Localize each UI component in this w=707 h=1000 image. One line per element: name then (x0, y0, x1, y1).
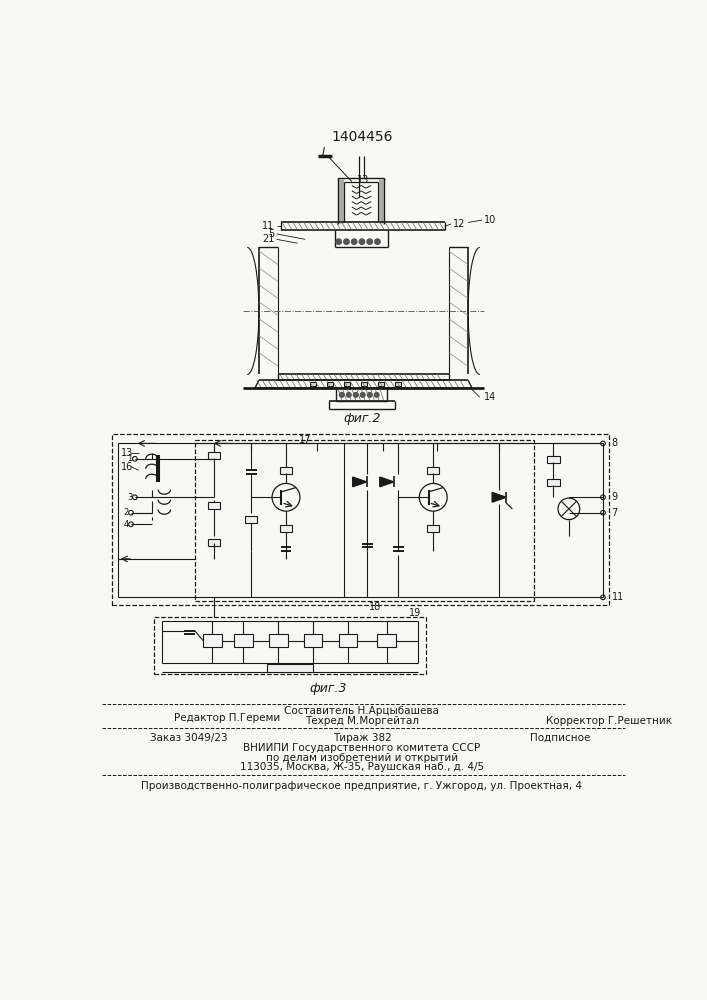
Text: Тираж 382: Тираж 382 (332, 733, 392, 743)
Text: 2: 2 (124, 508, 129, 517)
Text: 11: 11 (612, 592, 624, 602)
Text: 13: 13 (121, 448, 133, 458)
Bar (208, 539, 220, 546)
Polygon shape (492, 492, 506, 502)
Text: фиг.3: фиг.3 (310, 682, 347, 695)
Circle shape (354, 393, 358, 397)
Bar (304, 634, 322, 647)
Circle shape (361, 393, 365, 397)
Circle shape (359, 239, 365, 244)
Text: Редактор П.Гереми: Редактор П.Гереми (174, 713, 280, 723)
Circle shape (374, 393, 379, 397)
Bar (339, 634, 357, 647)
Bar (378, 382, 385, 386)
Text: 1: 1 (127, 454, 132, 463)
Text: 16: 16 (121, 462, 133, 472)
Bar (269, 634, 288, 647)
Polygon shape (353, 477, 367, 487)
Bar (427, 467, 440, 474)
Text: Подписное: Подписное (530, 733, 590, 743)
Text: 11: 11 (262, 221, 274, 231)
Bar (344, 382, 351, 386)
Bar (378, 634, 396, 647)
Bar (310, 382, 316, 386)
Text: 14: 14 (484, 392, 496, 402)
Circle shape (375, 239, 380, 244)
Polygon shape (380, 477, 394, 487)
Bar (245, 516, 257, 523)
Text: 4: 4 (124, 520, 129, 529)
Text: 17: 17 (299, 435, 312, 445)
Text: 19: 19 (409, 608, 421, 618)
Text: 13: 13 (356, 175, 369, 185)
Bar (547, 456, 559, 463)
Text: 10: 10 (484, 215, 496, 225)
Circle shape (344, 239, 349, 244)
Bar (195, 440, 534, 601)
Bar (327, 382, 333, 386)
Text: ВНИИПИ Государственного комитета СССР: ВНИИПИ Государственного комитета СССР (243, 743, 481, 753)
Text: Заказ 3049/23: Заказ 3049/23 (151, 733, 228, 743)
Bar (112, 434, 609, 605)
Text: 21: 21 (262, 234, 274, 244)
Text: фиг.2: фиг.2 (343, 412, 380, 425)
Text: Корректор Г.Решетник: Корректор Г.Решетник (546, 716, 672, 726)
Text: 113035, Москва, Ж-35, Раушская наб., д. 4/5: 113035, Москва, Ж-35, Раушская наб., д. … (240, 762, 484, 772)
Bar (547, 479, 559, 486)
Text: 9: 9 (612, 492, 618, 502)
Circle shape (346, 393, 351, 397)
Circle shape (336, 239, 341, 244)
Bar (267, 664, 313, 672)
Text: Производственно-полиграфическое предприятие, г. Ужгород, ул. Проектная, 4: Производственно-полиграфическое предприя… (141, 781, 583, 791)
Text: 12: 12 (452, 219, 465, 229)
Text: 3: 3 (127, 493, 132, 502)
Bar (234, 634, 252, 647)
Text: Составитель Н.Арцыбашева: Составитель Н.Арцыбашева (284, 706, 440, 716)
Bar (395, 382, 402, 386)
Bar (427, 525, 440, 532)
Text: 7: 7 (612, 508, 618, 518)
Bar (208, 502, 220, 509)
Text: 5: 5 (268, 229, 274, 239)
Bar (208, 452, 220, 459)
Bar (280, 525, 292, 532)
Text: 8: 8 (612, 438, 618, 448)
Circle shape (367, 239, 373, 244)
Text: по делам изобретений и открытий: по делам изобретений и открытий (266, 753, 458, 763)
Text: I: I (322, 147, 325, 157)
Circle shape (351, 239, 357, 244)
Text: Техред М.Моргейтал: Техред М.Моргейтал (305, 716, 419, 726)
Bar (154, 617, 426, 674)
Circle shape (368, 393, 372, 397)
Bar (280, 467, 292, 474)
Circle shape (339, 393, 344, 397)
Text: 1404456: 1404456 (331, 130, 392, 144)
Bar (361, 382, 368, 386)
Text: 18: 18 (369, 602, 381, 612)
Bar (203, 634, 222, 647)
